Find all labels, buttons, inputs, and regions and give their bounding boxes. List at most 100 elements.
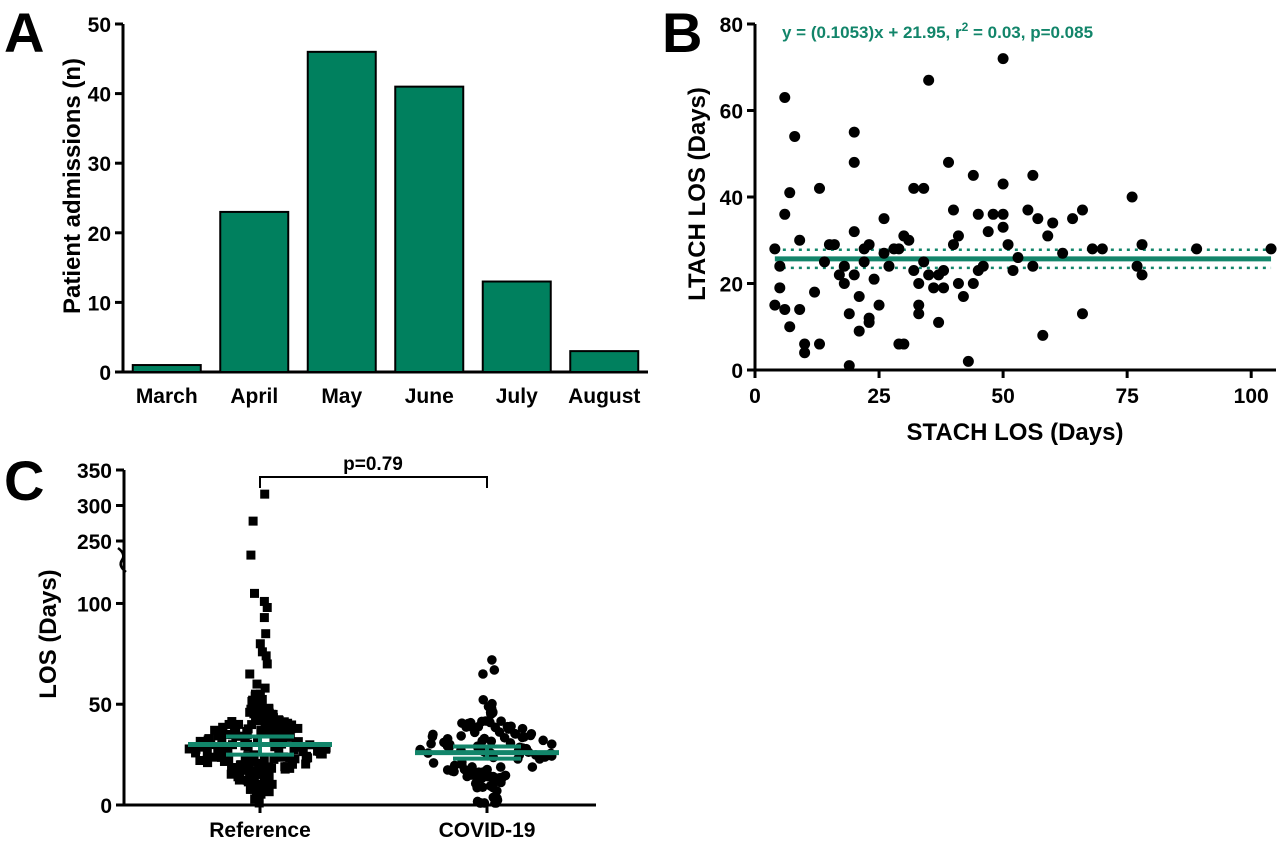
panel-c-point-reference — [252, 680, 261, 689]
panel-c-x-tick-label: Reference — [209, 819, 311, 841]
panel-c-point-reference — [252, 790, 261, 799]
panel-a-x-tick-label: April — [230, 385, 278, 408]
panel-c-point-covid — [429, 758, 439, 768]
panel-c-point-covid — [456, 731, 466, 741]
panel-c-point-reference — [261, 629, 270, 638]
panel-b-point — [814, 183, 825, 194]
panel-b-point — [844, 308, 855, 319]
panel-b-point — [908, 265, 919, 276]
panel-c-point-reference — [251, 690, 260, 699]
bar-june — [395, 87, 463, 372]
panel-b-point — [794, 235, 805, 246]
bar-july — [483, 282, 551, 372]
panel-c-point-reference — [263, 659, 272, 668]
panel-c-point-covid — [428, 730, 438, 740]
panel-c-y-tick-label: 250 — [77, 531, 112, 554]
panel-c-point-reference — [250, 768, 259, 777]
panel-b-point — [1047, 217, 1058, 228]
panel-b-point — [893, 243, 904, 254]
panel-b-x-axis-label: STACH LOS (Days) — [907, 419, 1124, 446]
panel-c-point-reference — [202, 756, 211, 765]
panel-c-point-covid — [449, 767, 459, 777]
panel-c-x-tick-label: COVID-19 — [439, 819, 536, 841]
panel-b-y-axis-label: LTACH LOS (Days) — [684, 87, 711, 301]
panel-b-point — [923, 269, 934, 280]
panel-b-y-tick-label: 40 — [720, 187, 743, 210]
panel-c-dot-plot: C LOS (Days) p=0.79 050100250300350Refer… — [4, 449, 596, 841]
panel-c-point-reference — [204, 734, 213, 743]
panel-b-point — [1037, 330, 1048, 341]
panel-b-point — [779, 92, 790, 103]
panel-b-point — [998, 209, 1009, 220]
panel-c-point-reference — [264, 767, 273, 776]
panel-b-point — [874, 300, 885, 311]
panel-b-point — [859, 256, 870, 267]
panel-b-scatter-plot: B y = (0.1053)x + 21.95, r2 = 0.03, p=0.… — [662, 1, 1277, 446]
panel-c-point-covid — [526, 731, 536, 741]
panel-b-regression-equation: y = (0.1053)x + 21.95, r2 = 0.03, p=0.08… — [782, 20, 1093, 42]
panel-b-point — [973, 209, 984, 220]
panel-c-point-reference — [258, 647, 267, 656]
panel-b-point — [1057, 248, 1068, 259]
panel-b-point — [948, 204, 959, 215]
panel-c-point-covid — [488, 783, 498, 793]
panel-c-point-covid — [471, 779, 481, 789]
panel-c-point-reference — [260, 613, 269, 622]
panel-c-letter: C — [4, 449, 44, 512]
panel-b-point — [879, 213, 890, 224]
panel-c-point-covid — [490, 798, 500, 808]
panel-b-point — [779, 304, 790, 315]
panel-b-point — [1012, 252, 1023, 263]
panel-a-y-tick-label: 50 — [88, 14, 111, 37]
panel-c-point-covid — [538, 736, 548, 746]
panel-b-point — [938, 265, 949, 276]
panel-c-y-tick-label: 350 — [77, 460, 112, 483]
panel-b-point — [779, 209, 790, 220]
panel-b-point — [913, 308, 924, 319]
panel-b-point — [784, 187, 795, 198]
panel-b-y-tick-label: 80 — [720, 14, 743, 37]
panel-b-x-tick-label: 75 — [1115, 385, 1139, 408]
panel-c-point-reference — [249, 709, 258, 718]
panel-b-point — [968, 278, 979, 289]
panel-b-point — [1266, 243, 1277, 254]
panel-a-x-tick-label: August — [568, 385, 640, 408]
panel-b-point — [903, 235, 914, 246]
panel-c-tick-labels: 050100250300350ReferenceCOVID-19 — [77, 460, 535, 841]
panel-a-y-axis-label: Patient admissions (n) — [59, 58, 86, 314]
panel-c-point-reference — [260, 490, 269, 499]
panel-c-point-covid — [483, 772, 493, 782]
panel-b-point — [769, 243, 780, 254]
panel-c-point-reference — [260, 756, 269, 765]
figure: A Patient admissions (n) 01020304050Marc… — [0, 0, 1280, 841]
panel-b-point — [1137, 269, 1148, 280]
panel-c-point-reference — [260, 778, 269, 787]
panel-b-point — [1127, 192, 1138, 203]
panel-b-point — [1022, 204, 1033, 215]
panel-a-x-tick-label: July — [496, 385, 538, 408]
panel-c-point-covid — [490, 665, 500, 675]
panel-b-point — [869, 274, 880, 285]
panel-b-point — [799, 347, 810, 358]
panel-a-letter: A — [4, 1, 44, 64]
panel-b-point — [844, 360, 855, 371]
panel-b-point — [774, 261, 785, 272]
panel-c-point-covid — [503, 722, 513, 732]
panel-c-point-reference — [256, 639, 265, 648]
panel-a-bars — [133, 52, 639, 372]
panel-b-point — [998, 53, 1009, 64]
panel-b-point — [1008, 265, 1019, 276]
panel-a-y-tick-label: 20 — [88, 223, 111, 246]
panel-b-point — [854, 326, 865, 337]
panel-b-point — [958, 291, 969, 302]
panel-b-point — [849, 157, 860, 168]
panel-c-point-reference — [215, 728, 224, 737]
panel-b-point — [864, 313, 875, 324]
panel-b-point — [918, 256, 929, 267]
panel-c-point-reference — [293, 724, 302, 733]
panel-b-point — [774, 282, 785, 293]
panel-b-x-tick-label: 25 — [867, 385, 891, 408]
panel-b-point — [879, 248, 890, 259]
panel-c-point-reference — [280, 762, 289, 771]
panel-c-point-covid — [443, 734, 453, 744]
